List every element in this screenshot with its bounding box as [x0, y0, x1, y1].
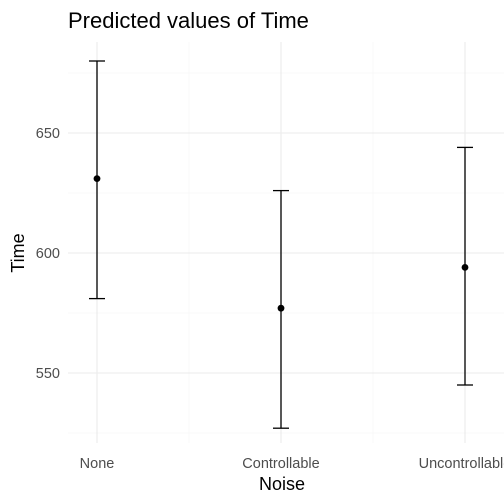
data-points	[93, 175, 469, 312]
y-tick-label: 600	[36, 246, 60, 262]
chart-title: Predicted values of Time	[68, 8, 309, 33]
grid	[68, 42, 504, 443]
data-point-none	[93, 175, 101, 183]
x-tick-label: Controllable	[242, 456, 319, 472]
y-axis-title: Time	[8, 233, 28, 272]
data-point-uncontrollable	[461, 264, 469, 271]
x-axis-title: Noise	[259, 474, 305, 494]
data-point-controllable	[277, 304, 285, 312]
x-tick-label: Uncontrollable	[419, 456, 504, 472]
y-tick-label: 650	[36, 126, 60, 142]
y-tick-label: 550	[36, 366, 60, 382]
tick-labels: 550 600 650 None Controllable Uncontrollable	[36, 126, 504, 472]
x-tick-label: None	[80, 456, 115, 472]
